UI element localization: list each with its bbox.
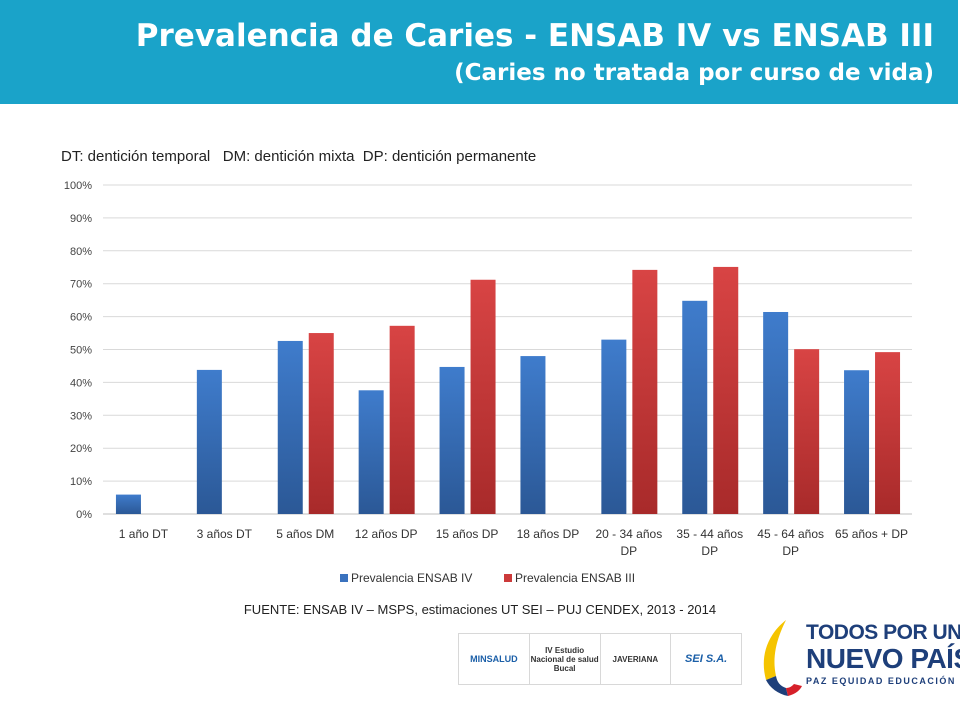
y-tick-label: 0% [76, 509, 92, 521]
x-tick-label: 5 años DM [276, 527, 334, 541]
page-title: Prevalencia de Caries - ENSAB IV vs ENSA… [135, 18, 934, 54]
bar-ensab-iii [632, 269, 658, 514]
y-tick-label: 100% [64, 180, 92, 192]
bar-ensab-iv [682, 300, 708, 514]
bar-ensab-iii [713, 266, 739, 514]
y-axis-ticks: 0% 10% 20% 30% 40% 50% 60% 70% 80% 90% 100% [64, 180, 92, 521]
x-tick-label: 45 - 64 años DP [757, 527, 824, 558]
bar-ensab-iii [470, 279, 496, 514]
minsalud-logo: MINSALUD [459, 634, 530, 684]
bar-ensab-iv [196, 369, 222, 514]
bar-ensab-iii [875, 352, 901, 514]
sei-logo: SEI S.A. [685, 652, 728, 665]
bar-ensab-iv [844, 370, 870, 514]
bar-ensab-iv [520, 356, 546, 514]
x-tick-label: 1 año DT [119, 527, 169, 541]
caries-bar-chart: 0% 10% 20% 30% 40% 50% 60% 70% 80% 90% 100% 1 año … [64, 180, 912, 585]
bars [115, 266, 901, 514]
bar-ensab-iii [794, 349, 820, 514]
y-tick-label: 20% [70, 443, 92, 455]
x-tick-label: 15 años DP [436, 527, 499, 541]
y-tick-label: 90% [70, 213, 92, 225]
bar-ensab-iii [308, 333, 334, 514]
estudio-logo: IV Estudio Nacional de salud Bucal [530, 634, 601, 684]
chart-legend: Prevalencia ENSAB IV Prevalencia ENSAB II… [340, 571, 635, 585]
bar-ensab-iv [601, 339, 627, 514]
legend-label: Prevalencia ENSAB III [515, 571, 635, 585]
y-tick-label: 30% [70, 410, 92, 422]
legend-label: Prevalencia ENSAB IV [351, 571, 472, 585]
page-subtitle: (Caries no tratada por curso de vida) [454, 60, 934, 86]
y-tick-label: 50% [70, 345, 92, 357]
x-tick-label: 3 años DT [197, 527, 253, 541]
x-tick-label: 65 años + DP [835, 527, 908, 541]
source-note: FUENTE: ENSAB IV – MSPS, estimaciones UT… [243, 602, 717, 617]
brand-line-1: TODOS POR UN [806, 621, 960, 644]
flag-swoosh-icon [763, 620, 802, 696]
gridlines [103, 184, 912, 515]
x-axis-ticks: 1 año DT 3 años DT 5 años DM 12 años DP 15 a… [119, 527, 908, 558]
abbreviation-note: DT: dentición temporal DM: dentición mix… [61, 148, 537, 165]
bar-ensab-iv [439, 366, 465, 514]
brand-line-3: PAZ EQUIDAD EDUCACIÓN [806, 676, 956, 686]
bar-ensab-iv [763, 311, 789, 514]
partner-logos: MINSALUD IV Estudio Nacional de salud Bu… [458, 633, 742, 685]
bar-ensab-iv [277, 340, 303, 514]
todos-por-un-nuevo-pais-logo: TODOS POR UN NUEVO PAÍS PAZ EQUIDAD EDUC… [756, 618, 960, 698]
bar-ensab-iv [115, 494, 141, 514]
legend-swatch [340, 574, 348, 582]
x-tick-label: 18 años DP [517, 527, 580, 541]
y-tick-label: 40% [70, 377, 92, 389]
x-tick-label: 12 años DP [355, 527, 418, 541]
x-tick-label: 20 - 34 años DP [595, 527, 662, 558]
brand-line-2: NUEVO PAÍS [806, 643, 960, 674]
header-banner: Prevalencia de Caries - ENSAB IV vs ENSA… [0, 0, 958, 104]
javeriana-logo: JAVERIANA [601, 634, 672, 684]
y-tick-label: 70% [70, 279, 92, 291]
legend-swatch [504, 574, 512, 582]
y-tick-label: 80% [70, 246, 92, 258]
x-tick-label: 35 - 44 años DP [676, 527, 743, 558]
bar-ensab-iii [389, 325, 415, 514]
y-tick-label: 10% [70, 476, 92, 488]
y-tick-label: 60% [70, 312, 92, 324]
bar-ensab-iv [358, 390, 384, 514]
